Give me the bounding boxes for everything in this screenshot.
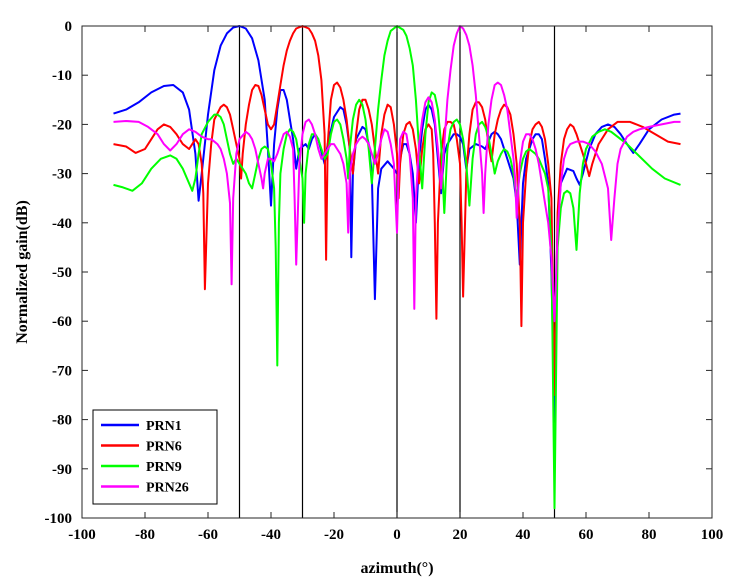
- x-tick-label: 100: [701, 527, 724, 543]
- y-tick-label: -100: [45, 511, 73, 527]
- y-tick-label: -30: [52, 167, 72, 183]
- x-tick-label: 20: [453, 527, 468, 543]
- x-axis-title: azimuth(°): [360, 560, 433, 577]
- y-tick-label: -40: [52, 216, 72, 232]
- reference-lines: [238, 26, 556, 518]
- y-tick-label: -70: [52, 363, 72, 379]
- x-tick-label: 60: [579, 527, 594, 543]
- legend-label: PRN6: [146, 440, 182, 455]
- y-axis-title: Normalized gain(dB): [14, 200, 31, 344]
- y-tick-label: -50: [52, 265, 72, 281]
- x-tick-label: 80: [642, 527, 657, 543]
- legend-label: PRN9: [146, 460, 182, 475]
- x-tick-label: -20: [324, 527, 344, 543]
- x-tick-label: 0: [393, 527, 401, 543]
- series-line-prn9: [113, 25, 681, 510]
- y-tick-label: -20: [52, 117, 72, 133]
- x-tick-label: 40: [516, 527, 531, 543]
- series-lines: [113, 25, 681, 510]
- legend-label: PRN26: [146, 481, 189, 496]
- x-tick-label: -60: [198, 527, 218, 543]
- y-tick-label: 0: [65, 19, 73, 35]
- x-tick-label: -40: [261, 527, 281, 543]
- series-line-prn6: [113, 25, 681, 396]
- y-tick-label: -80: [52, 413, 72, 429]
- x-tick-label: -80: [135, 527, 155, 543]
- legend-label: PRN1: [146, 419, 182, 434]
- y-tick-label: -10: [52, 68, 72, 84]
- y-tick-label: -90: [52, 462, 72, 478]
- series-line-prn26: [113, 25, 681, 323]
- axis-ticks: -100 -80 -60 -40 -20 0 20 40 60 80 100 0 -10 -20 -30 -4…: [45, 19, 724, 543]
- y-tick-label: -60: [52, 314, 72, 330]
- legend: PRN1 PRN6 PRN9 PRN26: [92, 409, 218, 505]
- x-tick-label: -100: [68, 527, 96, 543]
